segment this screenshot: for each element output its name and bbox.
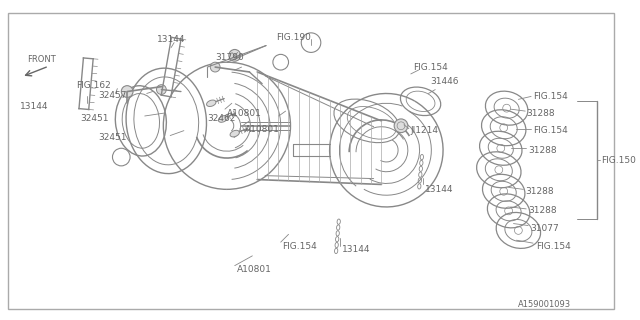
Text: 31288: 31288 [528,146,557,155]
Text: 31288: 31288 [525,187,554,196]
Text: FIG.154: FIG.154 [282,242,316,251]
Text: 32457: 32457 [98,91,126,100]
Ellipse shape [207,100,216,107]
Text: A10801: A10801 [227,108,262,117]
Text: 13144: 13144 [342,245,371,254]
Text: FIG.190: FIG.190 [276,33,310,42]
Text: 13144: 13144 [157,35,185,44]
Text: FIG.154: FIG.154 [533,92,568,101]
Circle shape [394,119,408,132]
Text: 32462: 32462 [207,115,236,124]
Text: A10801: A10801 [244,125,280,134]
Text: 31446: 31446 [430,77,459,86]
Text: JI1214: JI1214 [411,126,439,135]
Text: FIG.162: FIG.162 [76,81,111,90]
Text: 13144: 13144 [424,185,453,194]
Circle shape [157,85,166,94]
Text: FIG.154: FIG.154 [413,63,447,72]
Text: FIG.154: FIG.154 [536,242,571,251]
Text: 31790: 31790 [215,53,244,62]
Text: 31288: 31288 [526,108,555,117]
Ellipse shape [230,130,239,137]
Ellipse shape [218,116,228,122]
Circle shape [229,50,241,61]
Text: 31077: 31077 [530,224,559,233]
Text: A159001093: A159001093 [518,300,572,309]
Text: 31288: 31288 [528,206,557,215]
Text: 32451: 32451 [98,133,126,142]
Circle shape [122,86,133,97]
Circle shape [211,62,220,72]
Text: A10801: A10801 [237,265,271,274]
Text: 32451: 32451 [80,115,109,124]
Text: FRONT: FRONT [28,55,56,64]
Text: FIG.154: FIG.154 [533,126,568,135]
Text: 13144: 13144 [20,102,48,111]
Text: FIG.150: FIG.150 [602,156,636,164]
